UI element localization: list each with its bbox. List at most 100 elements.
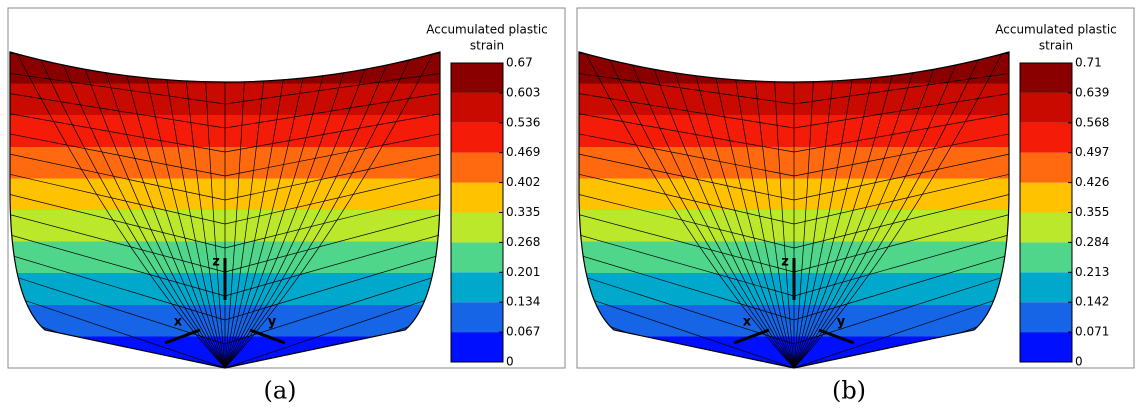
mesh-line — [10, 151, 440, 201]
mesh-line — [160, 52, 226, 368]
mesh-line — [579, 171, 1009, 225]
panel: z x y Accumulated plastic strain 0 0.067 0.134 0… — [7, 7, 566, 405]
colorbar-segment — [451, 242, 503, 273]
colorbar-tick-label: 0.071 — [1075, 325, 1109, 339]
legend-title: Accumulated plastic — [426, 23, 548, 37]
colorbar-segment — [451, 212, 503, 243]
mesh-line — [750, 52, 795, 368]
mesh-line — [10, 271, 440, 345]
axis-label: x — [743, 315, 752, 330]
mesh-line — [52, 52, 226, 368]
colorbar-segment — [451, 122, 503, 153]
mesh-line — [729, 52, 795, 368]
colorbar-tick-label: 0.497 — [1075, 145, 1109, 159]
colorbar-tick-label: 0.067 — [506, 325, 540, 339]
mesh-line — [10, 291, 440, 368]
colorbar-segment — [1020, 272, 1072, 303]
mesh-line — [10, 131, 440, 177]
colorbar-tick-label: 0.469 — [506, 145, 540, 159]
caption: (b) — [832, 377, 866, 405]
mesh-line — [224, 52, 247, 368]
colorbar-tick-label: 0.268 — [506, 235, 540, 249]
mesh-line — [793, 52, 859, 368]
mesh-line — [224, 52, 398, 368]
axis-arrow — [249, 328, 286, 345]
colorbar-segment — [451, 272, 503, 303]
axis-label: z — [212, 255, 220, 270]
mesh-line — [224, 52, 419, 368]
mesh-line — [224, 52, 376, 368]
mesh-line — [10, 71, 440, 105]
axis-arrow — [164, 328, 201, 345]
mesh-line — [31, 52, 226, 368]
axis-label: x — [174, 315, 183, 330]
axis-arrow — [818, 328, 855, 345]
colorbar-segment — [451, 92, 503, 123]
mesh-line — [579, 131, 1009, 177]
colorbar-tick-label: 0.603 — [506, 85, 540, 99]
colorbar-segment — [451, 182, 503, 213]
colorbar-segment — [1020, 182, 1072, 213]
mesh-line — [793, 52, 838, 368]
legend-title: strain — [1039, 39, 1073, 53]
mesh-line — [621, 52, 795, 368]
mesh-line — [10, 111, 440, 153]
mesh-line — [10, 91, 440, 129]
mesh-line — [74, 52, 226, 368]
colorbar-segment — [1020, 302, 1072, 333]
panel: z x y Accumulated plastic strain 0 0.071 0.142 0… — [576, 7, 1135, 405]
colorbar-segment — [1020, 332, 1072, 362]
colorbar-segment — [1020, 92, 1072, 123]
mesh-line — [579, 71, 1009, 105]
mesh-line — [643, 52, 795, 368]
colorbar-tick-label: 0.213 — [1075, 265, 1109, 279]
mesh-line — [10, 191, 440, 249]
mesh-line — [224, 52, 290, 368]
colorbar-tick-label: 0.536 — [506, 115, 540, 129]
panel-frame — [576, 7, 1135, 369]
mesh-line — [224, 52, 269, 368]
mesh-line — [579, 151, 1009, 201]
mesh-line — [600, 52, 795, 368]
colorbar-tick-label: 0 — [506, 355, 514, 369]
mesh-line — [224, 52, 355, 368]
mesh-line — [793, 52, 945, 368]
colorbar-segment — [451, 63, 503, 93]
caption: (a) — [263, 377, 296, 405]
colorbar-tick-label: 0.568 — [1075, 115, 1109, 129]
mesh-line — [793, 52, 816, 368]
colorbar-tick-label: 0.284 — [1075, 235, 1109, 249]
mesh-line — [181, 52, 226, 368]
mesh-line — [793, 52, 902, 368]
mesh-line — [10, 251, 440, 321]
colorbar-segment — [1020, 242, 1072, 273]
colorbar-segment — [1020, 212, 1072, 243]
colorbar-segment — [1020, 122, 1072, 153]
panel-frame — [7, 7, 566, 369]
mesh-line — [95, 52, 226, 368]
colorbar-tick-label: 0.71 — [1075, 56, 1102, 70]
colorbar-segment — [451, 302, 503, 333]
colorbar-tick-label: 0.134 — [506, 295, 540, 309]
mesh-line — [117, 52, 226, 368]
mesh-line — [579, 91, 1009, 129]
colorbar-tick-label: 0 — [1075, 355, 1083, 369]
mesh-line — [579, 191, 1009, 249]
colorbar-tick-label: 0.639 — [1075, 85, 1109, 99]
colorbar-segment — [451, 152, 503, 183]
mesh-line — [772, 52, 795, 368]
colorbar-tick-label: 0.355 — [1075, 205, 1109, 219]
mesh-line — [793, 52, 924, 368]
colorbar-tick-label: 0.201 — [506, 265, 540, 279]
mesh-line — [579, 251, 1009, 321]
mesh-line — [203, 52, 226, 368]
mesh-line — [579, 271, 1009, 345]
colorbar-tick-label: 0.426 — [1075, 175, 1109, 189]
axis-label: y — [268, 315, 277, 330]
mesh-line — [224, 52, 333, 368]
mesh-line — [579, 291, 1009, 368]
colorbar-tick-label: 0.142 — [1075, 295, 1109, 309]
axis-arrow — [733, 328, 770, 345]
colorbar-segment — [451, 332, 503, 362]
